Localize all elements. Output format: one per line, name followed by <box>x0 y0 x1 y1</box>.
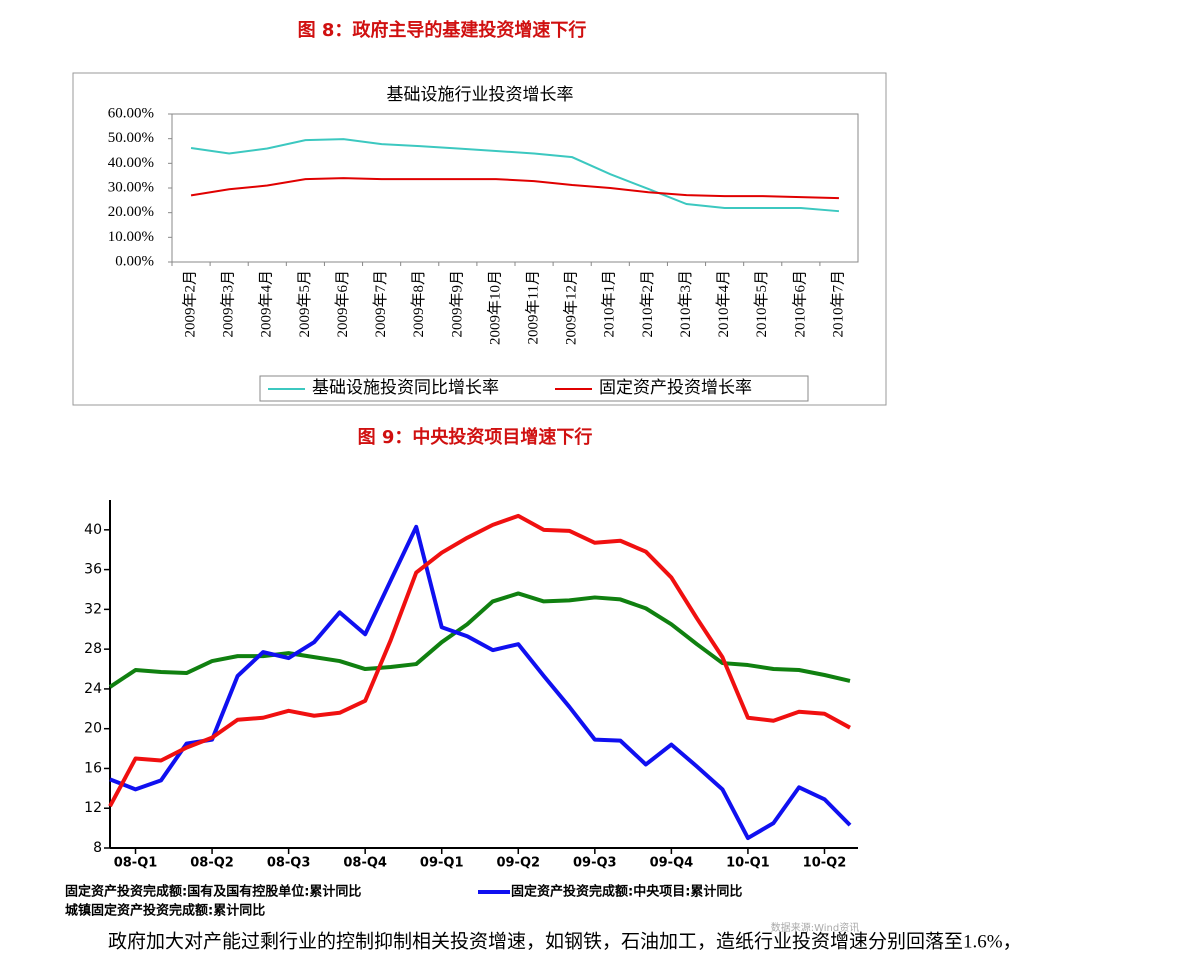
legend-box <box>259 375 809 402</box>
x-tick-label: 2010年1月 <box>601 270 618 338</box>
x-tick-label: 2009年2月 <box>181 270 198 338</box>
y-tick-label: 0.00% <box>115 253 154 269</box>
y-tick-label: 24 <box>84 681 102 697</box>
x-tick-label: 2010年4月 <box>715 270 732 338</box>
x-tick-label: 08-Q4 <box>343 856 387 871</box>
legend-label: 固定资产投资增长率 <box>599 378 752 397</box>
x-tick-label: 2009年9月 <box>448 270 465 338</box>
x-tick-label: 2009年12月 <box>563 270 580 345</box>
y-tick-label: 60.00% <box>108 105 154 121</box>
line-series <box>190 177 839 200</box>
legend-label: 固定资产投资完成额:中央项目:累计同比 <box>511 884 742 900</box>
x-tick-label: 2010年2月 <box>639 270 656 338</box>
x-tick-label: 2009年10月 <box>486 270 503 345</box>
x-tick-label: 2010年7月 <box>829 270 846 338</box>
x-tick-label: 08-Q3 <box>267 856 311 871</box>
y-tick-label: 28 <box>84 641 102 657</box>
figure-caption: 图 9：中央投资项目增速下行 <box>358 426 593 448</box>
line-series <box>109 524 852 841</box>
legend-label: 基础设施投资同比增长率 <box>312 378 499 397</box>
y-tick-label: 10.00% <box>108 229 154 245</box>
x-tick-label: 08-Q1 <box>114 856 158 871</box>
y-tick-label: 12 <box>84 800 102 816</box>
x-tick-label: 2009年7月 <box>372 270 389 338</box>
x-tick-label: 2009年3月 <box>220 270 237 338</box>
y-tick-label: 32 <box>84 601 102 617</box>
y-tick-label: 40.00% <box>108 155 154 171</box>
legend-label: 固定资产投资完成额:国有及国有控股单位:累计同比 <box>65 884 361 900</box>
body-text: 政府加大对产能过剩行业的控制抑制相关投资增速，如钢铁，石油加工，造纸行业投资增速… <box>108 930 1022 952</box>
chart-title: 基础设施行业投资增长率 <box>387 85 574 104</box>
x-tick-label: 10-Q1 <box>726 856 770 871</box>
y-tick-label: 8 <box>93 840 102 856</box>
x-tick-label: 08-Q2 <box>190 856 234 871</box>
x-tick-label: 09-Q2 <box>496 856 540 871</box>
line-series <box>108 591 851 689</box>
x-tick-label: 09-Q4 <box>650 856 694 871</box>
legend-label: 城镇固定资产投资完成额:累计同比 <box>65 903 265 919</box>
x-tick-label: 2010年5月 <box>753 270 770 338</box>
x-tick-label: 2009年8月 <box>410 270 427 338</box>
y-tick-label: 50.00% <box>108 130 154 146</box>
line-series <box>108 513 851 808</box>
y-tick-label: 20 <box>84 721 102 737</box>
figure-caption: 图 8：政府主导的基建投资增速下行 <box>298 19 587 41</box>
x-tick-label: 2009年5月 <box>296 270 313 338</box>
x-tick-label: 2009年4月 <box>258 270 275 338</box>
x-tick-label: 09-Q3 <box>573 856 617 871</box>
x-tick-label: 10-Q2 <box>803 856 847 871</box>
y-tick-label: 20.00% <box>108 204 154 220</box>
x-tick-label: 2009年11月 <box>524 270 541 344</box>
source-note: 数据来源:Wind资讯 <box>771 921 860 934</box>
y-tick-label: 36 <box>84 562 102 578</box>
x-tick-label: 2009年6月 <box>334 270 351 338</box>
y-tick-label: 40 <box>84 522 102 538</box>
x-tick-label: 09-Q1 <box>420 856 464 871</box>
y-tick-label: 16 <box>84 760 102 776</box>
y-tick-label: 30.00% <box>108 179 154 195</box>
chart-frame <box>72 72 887 406</box>
line-series <box>190 138 840 213</box>
x-tick-label: 2010年6月 <box>791 270 808 338</box>
x-tick-label: 2010年3月 <box>677 270 694 338</box>
